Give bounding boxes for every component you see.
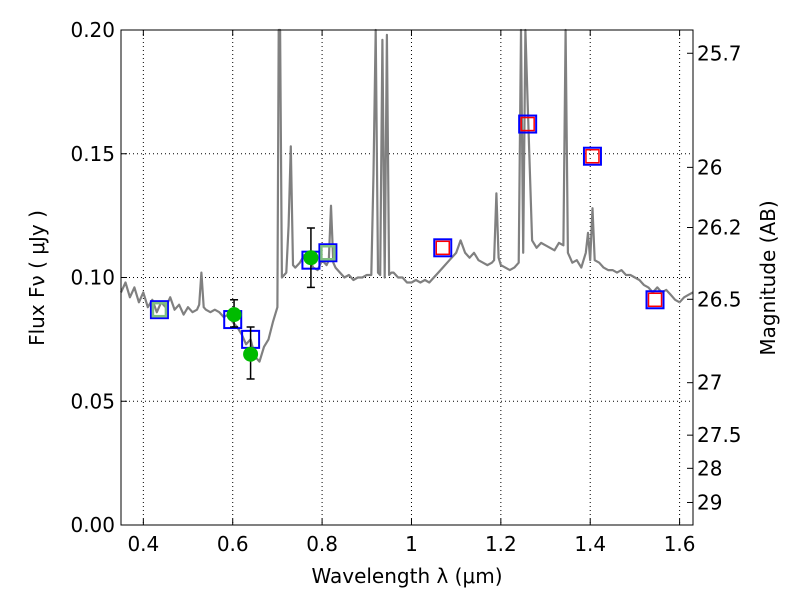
y-tick-label: 0.10 [70, 266, 115, 290]
observed-point-green-square [151, 301, 168, 318]
y-tick-label: 0.00 [70, 513, 115, 537]
photometry-layer [149, 114, 665, 380]
right-tick-label: 26.5 [697, 287, 742, 311]
observed-point-red [435, 240, 450, 256]
model-point-blue [645, 290, 665, 310]
x-tick-label: 1.2 [485, 532, 517, 556]
x-tick-label: 0.8 [306, 532, 338, 556]
observed-point-green-dot [243, 346, 259, 362]
observed-point-green-dot [303, 250, 319, 266]
model-point-blue [518, 114, 538, 134]
y-tick-label: 0.20 [70, 18, 115, 42]
right-tick-label: 29 [697, 490, 722, 514]
right-tick-label: 26 [697, 155, 722, 179]
x-tick-label: 0.4 [127, 532, 159, 556]
model-point-blue [582, 146, 602, 166]
right-tick-label: 25.7 [697, 41, 742, 65]
model-point-blue [149, 300, 169, 320]
tick-layer: 0.4 0.6 0.8 1 1.2 1.4 1.6 0.00 0.05 0.10 0.15 0.20 2… [70, 18, 741, 556]
observed-point-red [647, 292, 663, 308]
y-tick-label: 0.05 [70, 389, 115, 413]
right-tick-label: 27 [697, 371, 722, 395]
right-axis-label: Magnitude (AB) [756, 200, 780, 355]
grid-lines [121, 29, 693, 526]
observed-point-green-square [320, 245, 336, 261]
right-tick-label: 27.5 [697, 423, 742, 447]
x-tick-label: 1.6 [664, 532, 696, 556]
right-tick-label: 28 [697, 456, 722, 480]
x-tick-label: 0.6 [217, 532, 249, 556]
observed-point-red [520, 116, 535, 132]
observed-point-red [585, 148, 600, 164]
model-point-blue [318, 243, 338, 263]
right-tick-label: 26.2 [697, 216, 742, 240]
x-tick-label: 1.4 [574, 532, 606, 556]
x-axis-label: Wavelength λ (μm) [311, 564, 502, 588]
spectrum-line [119, 28, 694, 363]
y-axis-label: Flux Fν ( μJy ) [25, 210, 49, 346]
x-tick-label: 1 [405, 532, 418, 556]
spectrum-layer [119, 28, 694, 363]
y-tick-label: 0.15 [70, 142, 115, 166]
model-point-blue [433, 238, 453, 258]
observed-point-green-dot [226, 307, 242, 323]
plot-frame [120, 29, 694, 526]
